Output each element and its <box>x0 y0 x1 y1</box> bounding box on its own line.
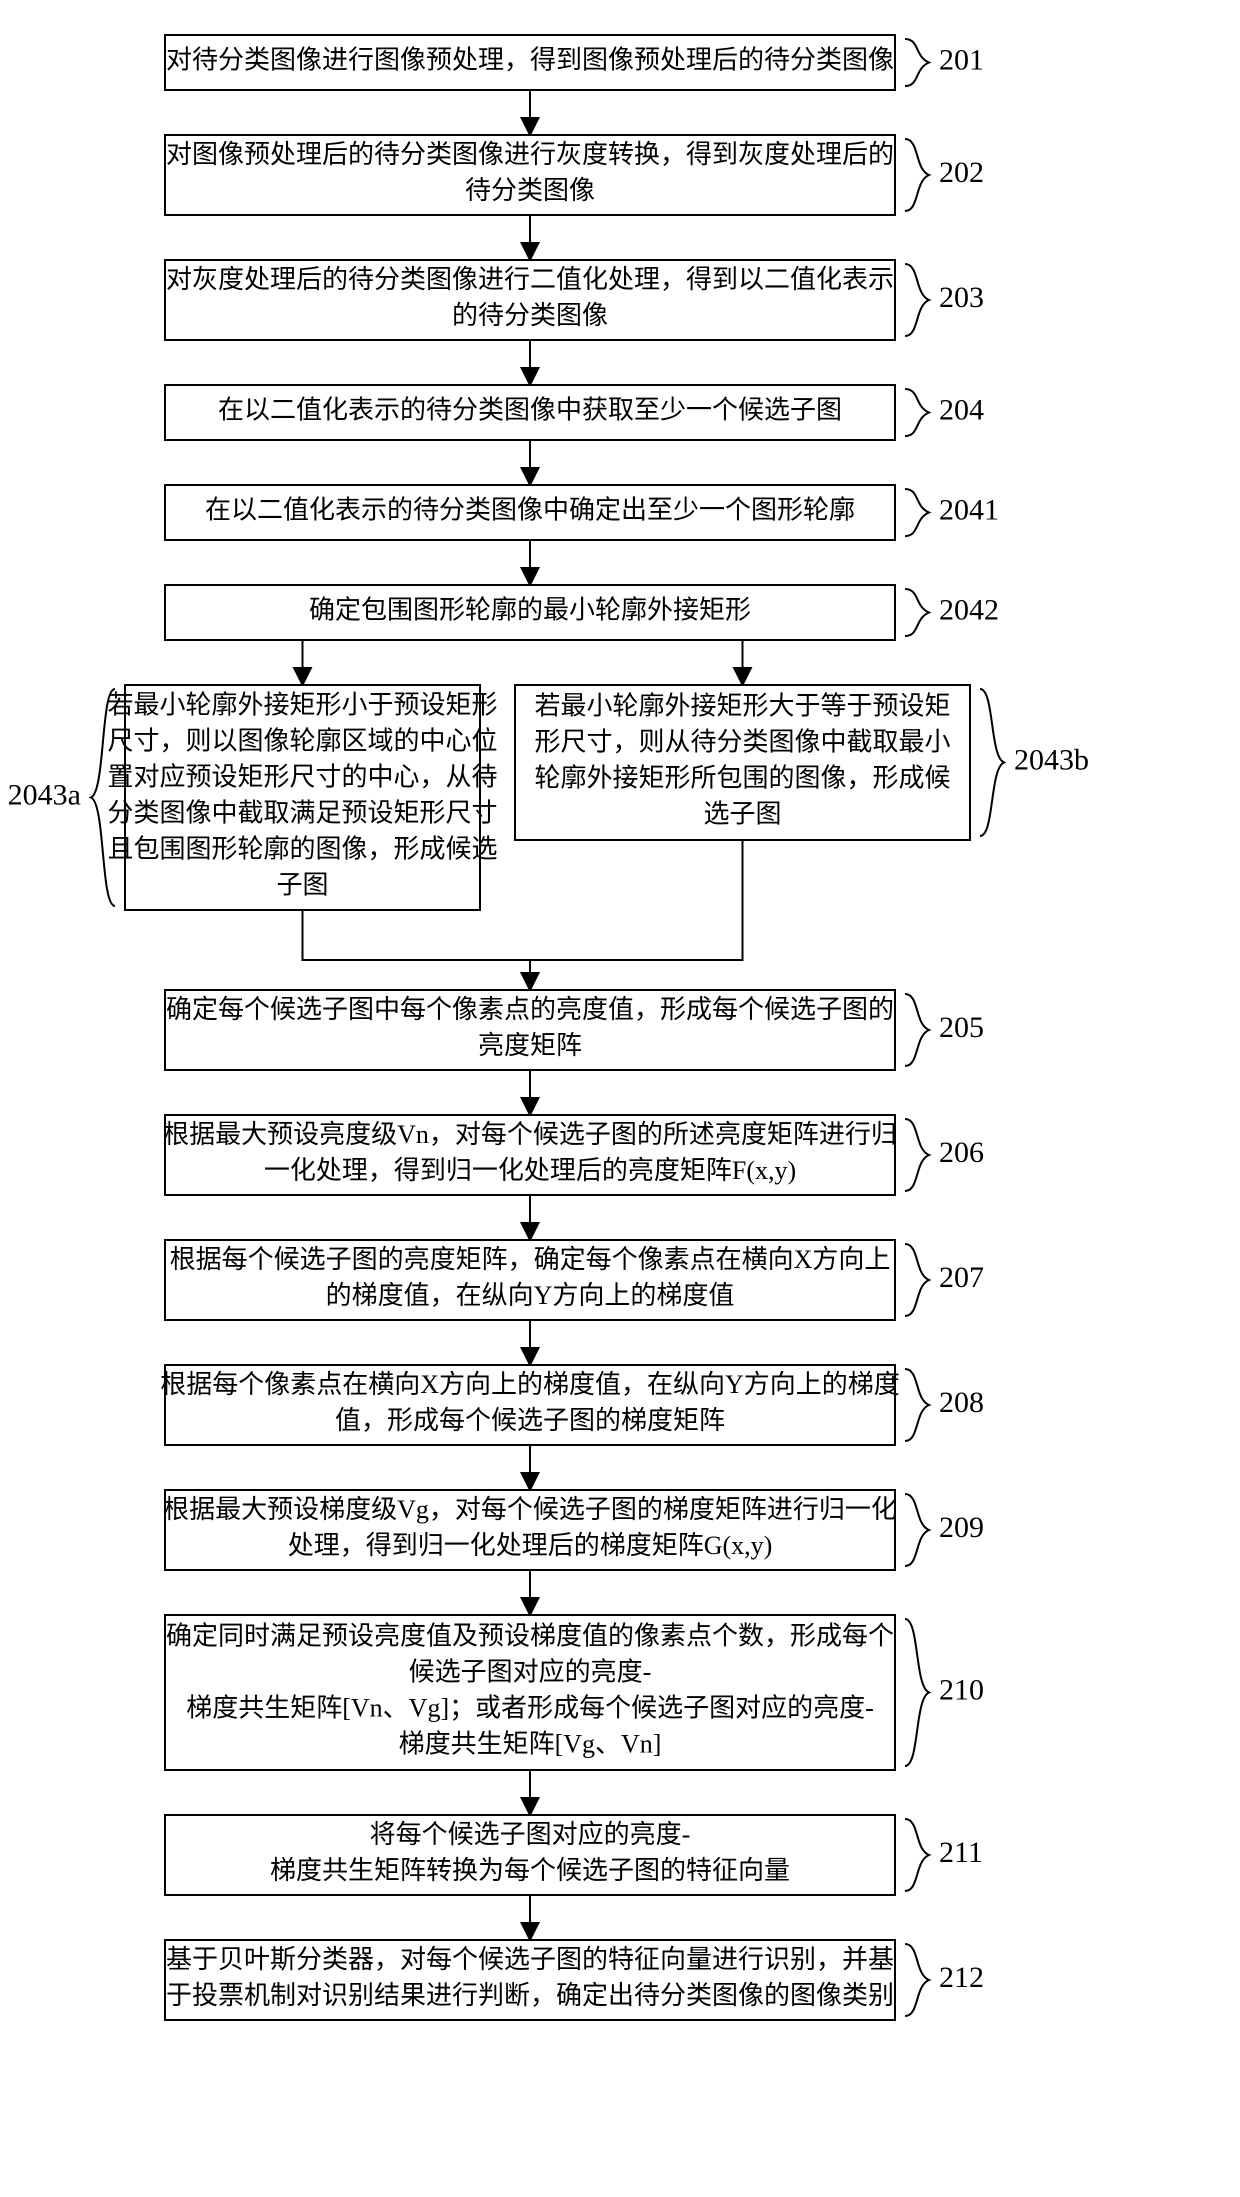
step-label: 2041 <box>939 493 999 526</box>
node-n207: 根据每个候选子图的亮度矩阵，确定每个像素点在横向X方向上的梯度值，在纵向Y方向上… <box>165 1240 984 1320</box>
node-text-line: 根据每个像素点在横向X方向上的梯度值，在纵向Y方向上的梯度 <box>160 1370 900 1399</box>
brace <box>905 139 929 211</box>
node-text-line: 对灰度处理后的待分类图像进行二值化处理，得到以二值化表示 <box>166 265 894 294</box>
step-label: 2043a <box>8 778 81 811</box>
brace <box>905 1119 929 1191</box>
brace <box>905 1494 929 1566</box>
node-n2043b: 若最小轮廓外接矩形大于等于预设矩形尺寸，则从待分类图像中截取最小轮廓外接矩形所包… <box>515 685 1089 840</box>
node-text-line: 且包围图形轮廓的图像，形成候选 <box>107 834 497 863</box>
step-label: 212 <box>939 1961 984 1994</box>
node-text-line: 对图像预处理后的待分类图像进行灰度转换，得到灰度处理后的 <box>166 140 894 169</box>
node-text-line: 若最小轮廓外接矩形小于预设矩形 <box>107 690 497 719</box>
node-text-line: 分类图像中截取满足预设矩形尺寸 <box>107 798 497 827</box>
flowchart: 对待分类图像进行图像预处理，得到图像预处理后的待分类图像 201 对图像预处理后的待… <box>0 0 1240 2197</box>
brace <box>905 589 929 636</box>
brace <box>905 1369 929 1441</box>
node-n211: 将每个候选子图对应的亮度- 梯度共生矩阵转换为每个候选子图的特征向量 211 <box>165 1815 983 1895</box>
step-label: 209 <box>939 1511 984 1544</box>
node-text-line: 若最小轮廓外接矩形大于等于预设矩 <box>534 691 950 720</box>
step-label: 211 <box>939 1836 983 1869</box>
node-text-line: 轮廓外接矩形所包围的图像，形成候 <box>534 763 950 792</box>
step-label: 205 <box>939 1011 984 1044</box>
node-text-line: 候选子图对应的亮度- <box>409 1657 652 1686</box>
node-text-line: 的梯度值，在纵向Y方向上的梯度值 <box>326 1281 735 1310</box>
node-text-line: 确定同时满足预设亮度值及预设梯度值的像素点个数，形成每个 <box>166 1621 894 1650</box>
node-n209: 根据最大预设梯度级Vg，对每个候选子图的梯度矩阵进行归一化处理，得到归一化处理后… <box>163 1490 984 1570</box>
node-text-line: 在以二值化表示的待分类图像中获取至少一个候选子图 <box>218 395 842 424</box>
brace <box>905 994 929 1066</box>
brace <box>905 1819 929 1891</box>
node-text-line: 形尺寸，则从待分类图像中截取最小 <box>534 727 950 756</box>
node-text-line: 根据每个候选子图的亮度矩阵，确定每个像素点在横向X方向上 <box>170 1245 891 1274</box>
edge-n2043a-n205 <box>303 910 531 990</box>
node-text-line: 于投票机制对识别结果进行判断，确定出待分类图像的图像类别 <box>166 1981 894 2010</box>
node-text-line: 处理，得到归一化处理后的梯度矩阵G(x,y) <box>288 1531 773 1560</box>
brace <box>905 389 929 436</box>
node-n202: 对图像预处理后的待分类图像进行灰度转换，得到灰度处理后的待分类图像 202 <box>165 135 984 215</box>
node-text-line: 确定每个候选子图中每个像素点的亮度值，形成每个候选子图的 <box>166 995 894 1024</box>
node-text-line: 将每个候选子图对应的亮度- <box>370 1820 691 1849</box>
brace <box>905 39 929 86</box>
node-n210: 确定同时满足预设亮度值及预设梯度值的像素点个数，形成每个候选子图对应的亮度- 梯度… <box>165 1615 984 1770</box>
node-n203: 对灰度处理后的待分类图像进行二值化处理，得到以二值化表示的待分类图像 203 <box>165 260 984 340</box>
node-n201: 对待分类图像进行图像预处理，得到图像预处理后的待分类图像 201 <box>165 35 984 90</box>
step-label: 206 <box>939 1136 984 1169</box>
node-n204: 在以二值化表示的待分类图像中获取至少一个候选子图 204 <box>165 385 984 440</box>
brace <box>905 489 929 536</box>
step-label: 210 <box>939 1673 984 1706</box>
step-label: 207 <box>939 1261 984 1294</box>
node-text-line: 在以二值化表示的待分类图像中确定出至少一个图形轮廓 <box>205 495 855 524</box>
step-label: 203 <box>939 281 984 314</box>
node-n208: 根据每个像素点在横向X方向上的梯度值，在纵向Y方向上的梯度值，形成每个候选子图的… <box>160 1365 984 1445</box>
step-label: 204 <box>939 393 984 426</box>
node-text-line: 亮度矩阵 <box>478 1031 582 1060</box>
brace <box>905 1619 929 1766</box>
step-label: 202 <box>939 156 984 189</box>
brace <box>905 264 929 336</box>
node-n206: 根据最大预设亮度级Vn，对每个候选子图的所述亮度矩阵进行归一化处理，得到归一化处… <box>163 1115 984 1195</box>
brace <box>980 689 1004 836</box>
edge-n2043b-n205 <box>530 840 743 990</box>
node-text-line: 的待分类图像 <box>452 301 608 330</box>
node-text-line: 根据最大预设亮度级Vn，对每个候选子图的所述亮度矩阵进行归 <box>163 1120 897 1149</box>
node-n2041: 在以二值化表示的待分类图像中确定出至少一个图形轮廓 2041 <box>165 485 999 540</box>
node-text-line: 一化处理，得到归一化处理后的亮度矩阵F(x,y) <box>264 1156 796 1185</box>
node-text-line: 梯度共生矩阵[Vn、Vg]；或者形成每个候选子图对应的亮度- <box>186 1693 874 1722</box>
brace <box>905 1244 929 1316</box>
step-label: 2042 <box>939 593 999 626</box>
node-text-line: 梯度共生矩阵转换为每个候选子图的特征向量 <box>270 1856 790 1885</box>
step-label: 208 <box>939 1386 984 1419</box>
node-text-line: 对待分类图像进行图像预处理，得到图像预处理后的待分类图像 <box>166 45 894 74</box>
node-n205: 确定每个候选子图中每个像素点的亮度值，形成每个候选子图的亮度矩阵 205 <box>165 990 984 1070</box>
node-text-line: 确定包围图形轮廓的最小轮廓外接矩形 <box>309 595 751 624</box>
node-text-line: 待分类图像 <box>465 176 595 205</box>
node-text-line: 选子图 <box>703 799 781 828</box>
node-text-line: 值，形成每个候选子图的梯度矩阵 <box>335 1406 725 1435</box>
node-text-line: 根据最大预设梯度级Vg，对每个候选子图的梯度矩阵进行归一化 <box>163 1495 897 1524</box>
node-n2042: 确定包围图形轮廓的最小轮廓外接矩形 2042 <box>165 585 999 640</box>
step-label: 2043b <box>1014 743 1089 776</box>
brace <box>905 1944 929 2016</box>
node-n212: 基于贝叶斯分类器，对每个候选子图的特征向量进行识别，并基于投票机制对识别结果进行… <box>165 1940 984 2020</box>
step-label: 201 <box>939 43 984 76</box>
node-text-line: 梯度共生矩阵[Vg、Vn] <box>399 1729 662 1758</box>
node-text-line: 子图 <box>276 870 328 899</box>
node-text-line: 尺寸，则以图像轮廓区域的中心位 <box>107 726 497 755</box>
node-text-line: 置对应预设矩形尺寸的中心，从待 <box>107 762 497 791</box>
node-n2043a: 若最小轮廓外接矩形小于预设矩形尺寸，则以图像轮廓区域的中心位置对应预设矩形尺寸的… <box>8 685 498 910</box>
node-text-line: 基于贝叶斯分类器，对每个候选子图的特征向量进行识别，并基 <box>166 1945 894 1974</box>
